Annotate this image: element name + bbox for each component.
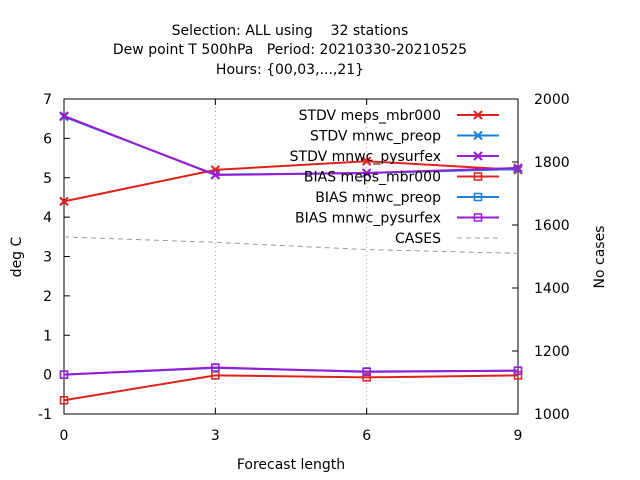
legend-label: BIAS mnwc_pysurfex bbox=[295, 211, 441, 227]
legend-marker-stroke-b bbox=[473, 151, 483, 161]
y2-axis-label: No cases bbox=[592, 226, 608, 289]
legend-marker-stroke-b bbox=[473, 110, 483, 120]
legend-marker bbox=[473, 213, 483, 222]
title-line-1: Selection: ALL using 32 stations bbox=[172, 23, 409, 39]
legend-entry: BIAS meps_mbr000 bbox=[304, 170, 499, 186]
legend-label: BIAS meps_mbr000 bbox=[304, 170, 441, 186]
legend-marker-stroke-b bbox=[473, 130, 483, 141]
y-tick-label: 0 bbox=[43, 368, 52, 384]
title-line-2: Dew point T 500hPa Period: 20210330-2021… bbox=[113, 42, 467, 58]
data-point bbox=[513, 371, 523, 380]
data-point-stroke-b bbox=[59, 111, 69, 121]
data-point bbox=[513, 163, 523, 173]
data-point bbox=[59, 111, 69, 121]
y2-tick-label: 2000 bbox=[534, 92, 570, 108]
legend-label: STDV mnwc_preop bbox=[310, 129, 441, 145]
legend-label: CASES bbox=[395, 231, 441, 247]
grid bbox=[214, 99, 368, 414]
data-point-stroke-b bbox=[361, 168, 372, 178]
legend-marker bbox=[473, 192, 483, 202]
y-tick-label: 4 bbox=[43, 210, 52, 226]
data-point bbox=[59, 370, 69, 379]
legend-label: BIAS mnwc_preop bbox=[315, 190, 441, 206]
y2-tick-label: 1000 bbox=[534, 407, 570, 423]
legend-entry: STDV meps_mbr000 bbox=[299, 108, 499, 124]
y-axis-label: deg C bbox=[9, 236, 25, 277]
plot-frame bbox=[63, 98, 519, 415]
x-tick-label: 0 bbox=[60, 428, 69, 444]
series-2 bbox=[59, 111, 523, 180]
legend: STDV meps_mbr000 STDV mnwc_preop STDV mnwc… bbox=[290, 108, 499, 247]
x-tick-label: 6 bbox=[362, 428, 371, 444]
data-point bbox=[361, 156, 372, 166]
data-point bbox=[362, 367, 371, 377]
series-1 bbox=[59, 112, 523, 180]
series-line bbox=[63, 366, 519, 376]
legend-marker bbox=[473, 130, 483, 141]
data-point bbox=[59, 395, 69, 405]
data-point bbox=[211, 363, 220, 372]
x-axis-label: Forecast length bbox=[237, 457, 345, 473]
legend-marker bbox=[473, 110, 483, 120]
title-line-3: Hours: {00,03,...,21} bbox=[216, 62, 364, 78]
y2-tick-label: 1200 bbox=[534, 344, 570, 360]
series-layer bbox=[59, 111, 523, 405]
data-point-stroke-b bbox=[210, 170, 221, 180]
series-line bbox=[63, 236, 519, 254]
legend-label: STDV meps_mbr000 bbox=[299, 108, 441, 124]
x-tick-label: 9 bbox=[514, 428, 523, 444]
data-point bbox=[210, 170, 221, 180]
series-3 bbox=[59, 371, 523, 405]
series-line bbox=[63, 114, 519, 176]
data-point bbox=[362, 373, 371, 382]
y2-tick-label: 1400 bbox=[534, 281, 570, 297]
data-point bbox=[361, 168, 372, 178]
y2-tick-label: 1800 bbox=[534, 155, 570, 171]
y-tick-label: -1 bbox=[38, 407, 52, 423]
y-tick-label: 7 bbox=[43, 92, 52, 108]
series-6 bbox=[63, 236, 519, 254]
data-point-stroke-b bbox=[361, 156, 372, 166]
legend-entry: BIAS mnwc_preop bbox=[315, 190, 499, 206]
legend-entry: STDV mnwc_pysurfex bbox=[290, 149, 499, 165]
y-tick-label: 5 bbox=[43, 171, 52, 187]
legend-entry: BIAS mnwc_pysurfex bbox=[295, 211, 499, 227]
data-point-stroke-b bbox=[513, 163, 523, 173]
y-tick-label: 6 bbox=[43, 131, 52, 147]
series-line bbox=[63, 160, 519, 203]
legend-entry: STDV mnwc_preop bbox=[310, 129, 499, 145]
series-5 bbox=[59, 363, 523, 379]
data-point-stroke-b bbox=[59, 196, 69, 207]
y-tick-label: 3 bbox=[43, 250, 52, 266]
legend-marker bbox=[473, 172, 483, 181]
series-line bbox=[63, 374, 519, 402]
x-tick-label: 3 bbox=[211, 428, 220, 444]
y-tick-label: 1 bbox=[43, 328, 52, 344]
y-tick-label: 2 bbox=[43, 289, 52, 305]
data-point bbox=[513, 366, 523, 375]
chart-title: Selection: ALL using 32 stations Dew poi… bbox=[113, 23, 467, 78]
data-point bbox=[59, 196, 69, 207]
y2-tick-label: 1600 bbox=[534, 218, 570, 234]
axis-ticks: 0 3 6 9 -1 0 1 2 3 4 5 6 7 1000 1200 1400 1600 1800 2000 bbox=[38, 92, 570, 444]
legend-entry: CASES bbox=[395, 231, 499, 247]
legend-marker bbox=[473, 151, 483, 161]
legend-label: STDV mnwc_pysurfex bbox=[290, 149, 441, 165]
